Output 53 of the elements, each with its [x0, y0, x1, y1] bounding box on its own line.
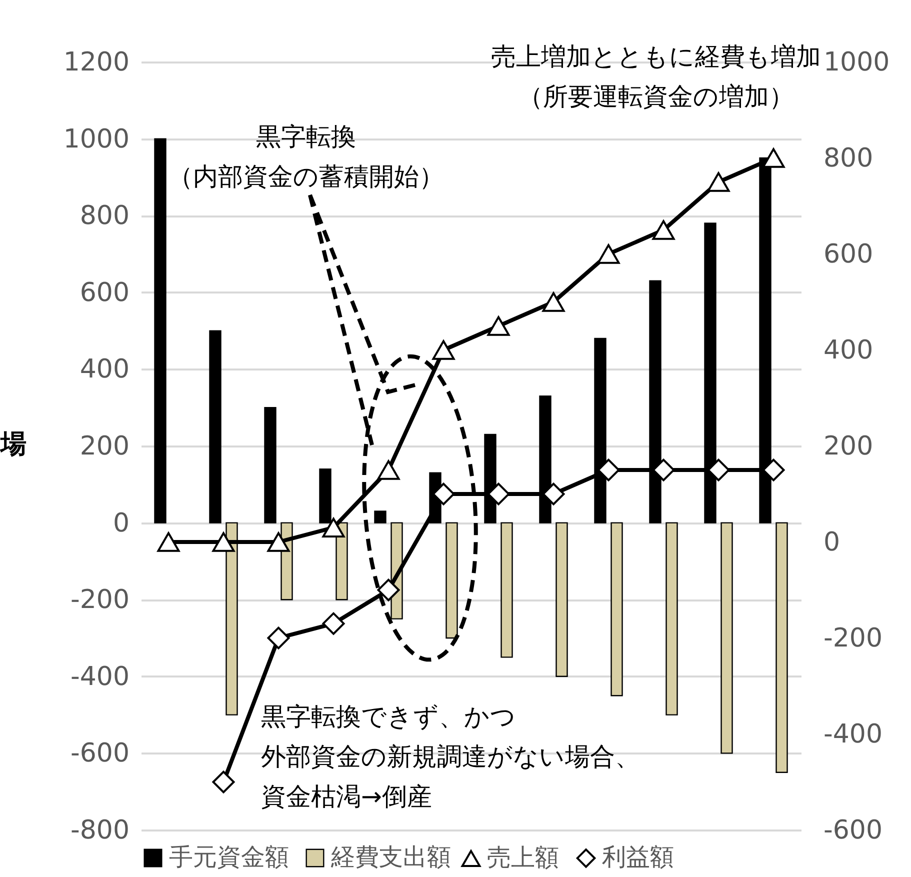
y-tick-label: 400 [80, 354, 130, 385]
bar [500, 522, 513, 658]
y-tick-label: -800 [70, 816, 130, 846]
y-tick-label: -400 [70, 662, 130, 692]
y2-tick-label: 0 [824, 528, 840, 558]
y2-tick-label: -200 [824, 624, 883, 654]
legend-label: 利益額 [602, 843, 674, 872]
bar [556, 522, 568, 677]
point [322, 518, 345, 538]
point [597, 244, 620, 264]
annotation: 黒字転換（内部資金の蓄積開始） [168, 122, 444, 191]
point [652, 220, 675, 240]
bar [154, 138, 166, 524]
bar [446, 522, 458, 639]
y-tick-label: -200 [70, 585, 130, 616]
annotation: 売上増加とともに経費も増加（所要運転資金の増加） [491, 42, 821, 111]
point [322, 612, 345, 635]
point [377, 578, 400, 602]
y-tick-label: 600 [80, 278, 130, 308]
y2-tick-label: 1000 [824, 48, 890, 78]
legend-label: 売上額 [487, 844, 559, 872]
legend-label: 手元資金額 [169, 843, 289, 871]
point [542, 292, 565, 312]
point [487, 316, 510, 336]
y2-tick-label: 200 [824, 432, 874, 462]
y-tick-label: 0 [112, 508, 130, 538]
point [157, 532, 180, 552]
y-tick-label: 1000 [63, 124, 130, 154]
y2-tick-label: 600 [824, 240, 874, 270]
point [377, 460, 400, 480]
y-tick-label: 1200 [63, 48, 130, 78]
bar [374, 510, 386, 524]
bar [610, 522, 623, 696]
y2-tick-label: -400 [824, 720, 883, 750]
point [267, 626, 290, 650]
annotation: 黒字転換できず、かつ外部資金の新規調達がない場合、資金枯渇→倒産 [261, 702, 640, 811]
point [707, 172, 730, 192]
y-tick-label: 800 [80, 201, 130, 232]
bar [264, 407, 276, 524]
point [432, 340, 455, 360]
legend-label: 経費支出額 [330, 843, 451, 871]
y2-tick-label: 400 [824, 336, 874, 366]
bar [209, 330, 222, 524]
bar [720, 522, 733, 754]
point [212, 770, 235, 794]
point [267, 532, 290, 552]
y2-tick-label: 800 [824, 144, 874, 174]
y-tick-label: -600 [70, 738, 130, 769]
y-tick-label: 200 [80, 432, 130, 462]
bar [666, 522, 678, 716]
point [212, 532, 235, 552]
bar [776, 522, 788, 773]
y2-tick-label: -600 [824, 816, 883, 846]
